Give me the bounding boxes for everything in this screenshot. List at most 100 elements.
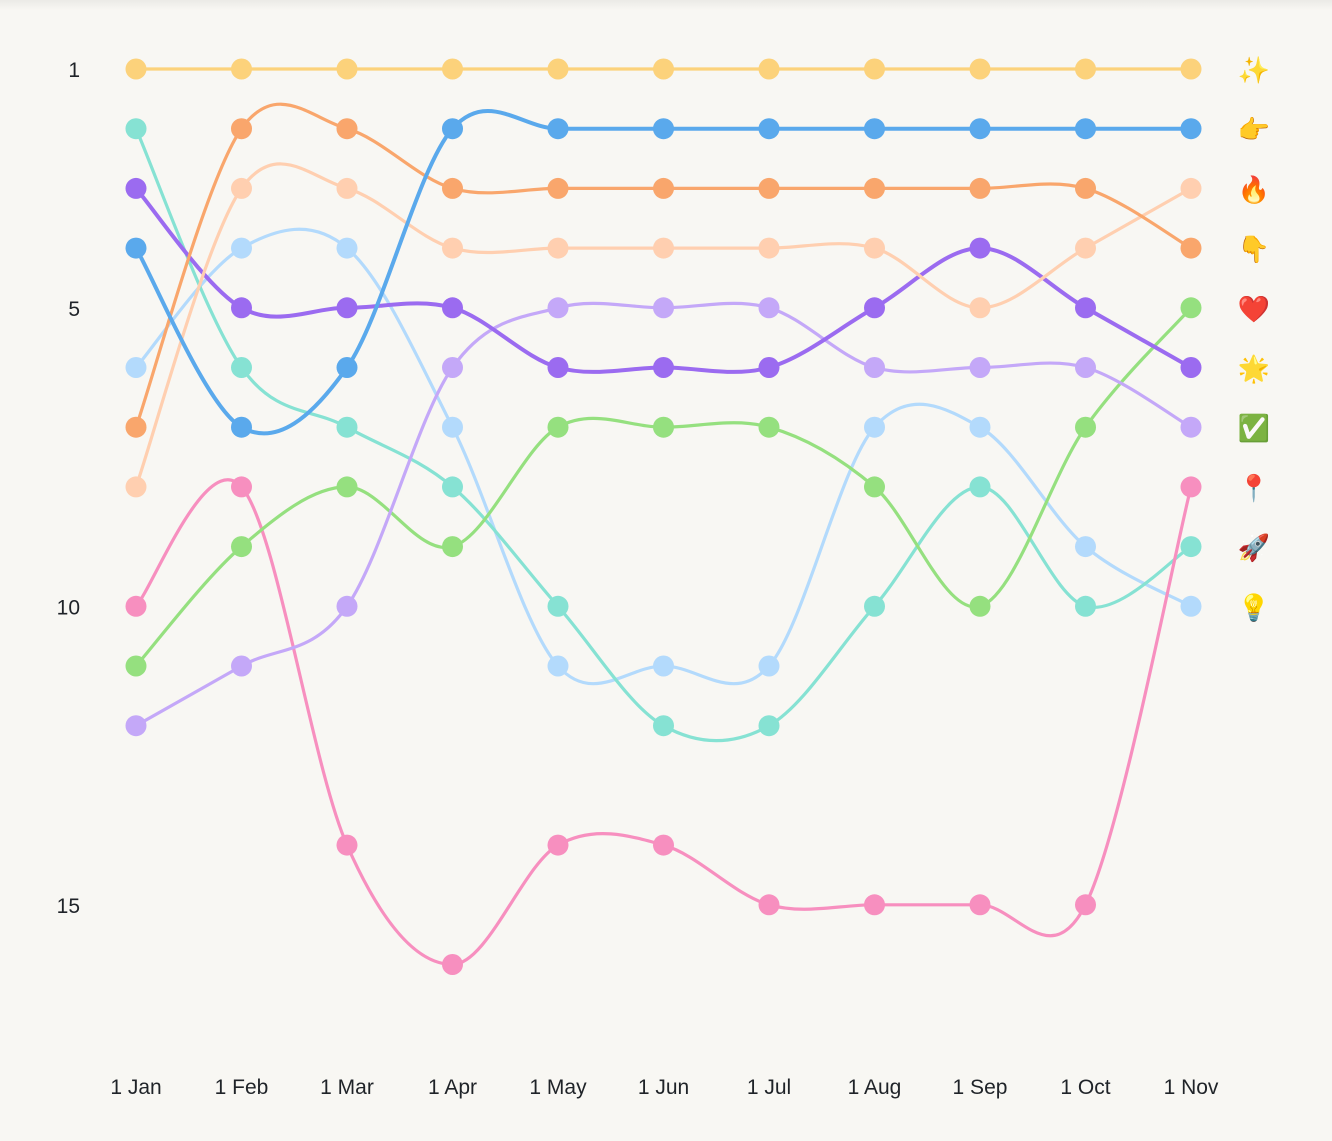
point-rocket-1-aug bbox=[864, 595, 885, 617]
legend-label-pushpin: 📍 bbox=[1238, 473, 1270, 504]
legend-label-rocket: 🚀 bbox=[1238, 533, 1270, 564]
legend-label-heart: ❤️ bbox=[1238, 295, 1271, 325]
point-light-bulb-1-sep bbox=[969, 416, 991, 438]
point-glowing-star-1-feb bbox=[231, 655, 252, 677]
point-rocket-1-jan bbox=[125, 118, 147, 140]
legend-label-fire: 🔥 bbox=[1238, 174, 1270, 205]
point-pushpin-1-jul bbox=[758, 894, 780, 916]
point-check-mark-1-aug bbox=[864, 476, 885, 498]
point-glowing-star-1-oct bbox=[1075, 357, 1096, 378]
point-check-mark-1-jan bbox=[125, 655, 147, 677]
x-tick-label-1-mar: 1 Mar bbox=[320, 1076, 374, 1099]
point-pointing-right-1-nov bbox=[1180, 118, 1202, 140]
point-pointing-down-1-jun bbox=[653, 237, 674, 259]
series-line-pointing-right bbox=[134, 109, 1193, 436]
point-pointing-right-1-feb bbox=[231, 416, 252, 438]
point-fire-1-jun bbox=[653, 177, 674, 199]
point-sparkles-1-nov bbox=[1180, 58, 1202, 80]
point-light-bulb-1-may bbox=[547, 655, 569, 677]
point-pointing-right-1-oct bbox=[1075, 118, 1096, 140]
point-light-bulb-1-nov bbox=[1180, 595, 1202, 617]
point-pointing-right-1-mar bbox=[336, 357, 358, 378]
x-axis: 1 Jan 1 Feb 1 Mar 1 Apr 1 May 1 Jun 1 Jul 1 Aug… bbox=[110, 1076, 1219, 1099]
point-rocket-1-apr bbox=[442, 476, 463, 498]
point-heart-1-mar bbox=[336, 297, 358, 319]
point-light-bulb-1-jan bbox=[125, 357, 147, 378]
point-fire-1-mar bbox=[336, 118, 358, 140]
point-heart-1-jan bbox=[125, 177, 147, 199]
y-tick-label-10: 10 bbox=[57, 596, 80, 619]
point-fire-1-may bbox=[547, 177, 569, 199]
x-tick-label-1-nov: 1 Nov bbox=[1164, 1076, 1219, 1099]
point-glowing-star-1-jul bbox=[758, 297, 780, 319]
point-light-bulb-1-aug bbox=[864, 416, 885, 438]
point-glowing-star-1-nov bbox=[1180, 416, 1202, 438]
legend-label-pointing-down: 👇 bbox=[1238, 235, 1270, 265]
x-tick-label-1-jun: 1 Jun bbox=[638, 1076, 689, 1099]
point-light-bulb-1-mar bbox=[336, 237, 358, 259]
point-pushpin-1-nov bbox=[1180, 476, 1202, 498]
point-glowing-star-1-apr bbox=[442, 357, 463, 378]
point-light-bulb-1-apr bbox=[442, 416, 463, 438]
point-pointing-right-1-jul bbox=[758, 118, 780, 140]
series-line-glowing-star bbox=[134, 301, 1193, 728]
emoji-legend: ✨ 👉 🔥 👇 ❤️ 🌟 ✅ 📍 🚀 💡 bbox=[1238, 56, 1271, 623]
point-light-bulb-1-feb bbox=[231, 237, 252, 259]
point-fire-1-jan bbox=[125, 416, 147, 438]
point-pushpin-1-may bbox=[547, 834, 569, 856]
point-pointing-down-1-aug bbox=[864, 237, 885, 259]
point-rocket-1-nov bbox=[1180, 536, 1202, 558]
series-lines bbox=[134, 67, 1193, 967]
point-light-bulb-1-jul bbox=[758, 655, 780, 677]
series-line-fire bbox=[134, 102, 1193, 429]
legend-label-pointing-right: 👉 bbox=[1238, 116, 1270, 146]
point-heart-1-jul bbox=[758, 357, 780, 378]
point-sparkles-1-sep bbox=[969, 58, 991, 80]
point-pushpin-1-jun bbox=[653, 834, 674, 856]
legend-label-sparkles: ✨ bbox=[1238, 56, 1270, 86]
point-heart-1-apr bbox=[442, 297, 463, 319]
x-tick-label-1-aug: 1 Aug bbox=[848, 1076, 902, 1099]
point-light-bulb-1-oct bbox=[1075, 536, 1096, 558]
point-fire-1-feb bbox=[231, 118, 252, 140]
point-heart-1-aug bbox=[864, 297, 885, 319]
point-rocket-1-jun bbox=[653, 715, 674, 737]
point-pointing-down-1-nov bbox=[1180, 177, 1202, 199]
point-sparkles-1-jun bbox=[653, 58, 674, 80]
point-check-mark-1-oct bbox=[1075, 416, 1096, 438]
point-fire-1-nov bbox=[1180, 237, 1202, 259]
point-fire-1-oct bbox=[1075, 177, 1096, 199]
point-pointing-down-1-feb bbox=[231, 177, 252, 199]
point-pointing-down-1-jan bbox=[125, 476, 147, 498]
point-pointing-down-1-sep bbox=[969, 297, 991, 319]
x-tick-label-1-feb: 1 Feb bbox=[215, 1076, 269, 1099]
point-sparkles-1-feb bbox=[231, 58, 252, 80]
x-tick-label-1-oct: 1 Oct bbox=[1060, 1076, 1110, 1099]
point-sparkles-1-may bbox=[547, 58, 569, 80]
point-fire-1-apr bbox=[442, 177, 463, 199]
point-glowing-star-1-jan bbox=[125, 715, 147, 737]
point-heart-1-nov bbox=[1180, 357, 1202, 378]
point-pointing-down-1-may bbox=[547, 237, 569, 259]
point-pointing-right-1-may bbox=[547, 118, 569, 140]
point-pushpin-1-feb bbox=[231, 476, 252, 498]
point-rocket-1-feb bbox=[231, 357, 252, 378]
point-check-mark-1-nov bbox=[1180, 297, 1202, 319]
point-pointing-right-1-sep bbox=[969, 118, 991, 140]
point-pushpin-1-aug bbox=[864, 894, 885, 916]
point-check-mark-1-jun bbox=[653, 416, 674, 438]
point-check-mark-1-sep bbox=[969, 595, 991, 617]
x-tick-label-1-may: 1 May bbox=[529, 1076, 587, 1099]
point-fire-1-aug bbox=[864, 177, 885, 199]
top-edge-shadow bbox=[0, 0, 1332, 10]
y-tick-label-15: 15 bbox=[57, 895, 80, 918]
point-rocket-1-may bbox=[547, 595, 569, 617]
point-check-mark-1-may bbox=[547, 416, 569, 438]
point-fire-1-sep bbox=[969, 177, 991, 199]
series-line-heart bbox=[134, 186, 1193, 374]
point-heart-1-jun bbox=[653, 357, 674, 378]
legend-label-light-bulb: 💡 bbox=[1238, 592, 1270, 623]
point-pointing-down-1-oct bbox=[1075, 237, 1096, 259]
